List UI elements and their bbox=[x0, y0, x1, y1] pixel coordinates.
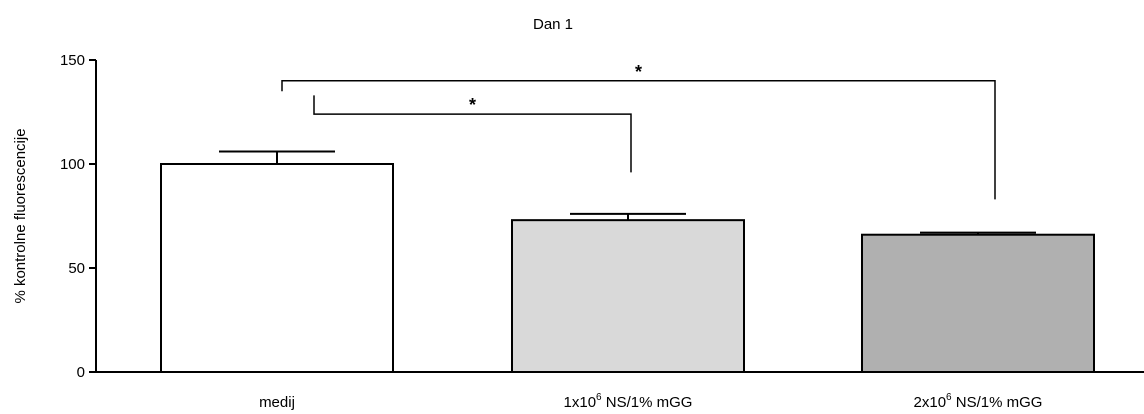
y-tick-label: 0 bbox=[77, 364, 85, 381]
y-tick-label: 150 bbox=[60, 52, 85, 69]
bar bbox=[861, 233, 1095, 373]
x-tick-label-base: medij bbox=[259, 394, 295, 411]
x-tick-label-rest: NS/1% mGG bbox=[952, 394, 1043, 411]
x-tick-label-superscript: 6 bbox=[946, 392, 952, 403]
bars bbox=[160, 163, 1095, 373]
x-tick-label-rest: NS/1% mGG bbox=[602, 394, 693, 411]
significance-bracket bbox=[313, 95, 632, 173]
x-tick-label: 1x106 NS/1% mGG bbox=[564, 392, 693, 411]
y-tick-label: 100 bbox=[60, 156, 85, 173]
x-tick-label: medij bbox=[259, 394, 295, 411]
significance-star: * bbox=[469, 95, 476, 115]
y-ticks: 0 50 100 150 bbox=[60, 52, 96, 381]
bar bbox=[160, 163, 394, 373]
x-tick-label: 2x106 NS/1% mGG bbox=[914, 392, 1043, 411]
chart-title: Dan 1 bbox=[533, 16, 573, 33]
significance-brackets: ** bbox=[281, 62, 996, 200]
error-bars bbox=[219, 150, 1036, 235]
x-tick-label-base: 1x10 bbox=[564, 394, 597, 411]
significance-bracket bbox=[281, 80, 996, 200]
significance-star: * bbox=[635, 62, 642, 82]
y-tick-label: 50 bbox=[68, 260, 85, 277]
bar bbox=[511, 219, 745, 373]
x-tick-label-superscript: 6 bbox=[596, 392, 602, 403]
y-axis-label: % kontrolne fluorescencije bbox=[12, 128, 29, 303]
x-tick-labels: medij 1x106 NS/1% mGG 2x106 NS/1% mGG bbox=[259, 392, 1042, 411]
x-tick-label-base: 2x10 bbox=[914, 394, 947, 411]
